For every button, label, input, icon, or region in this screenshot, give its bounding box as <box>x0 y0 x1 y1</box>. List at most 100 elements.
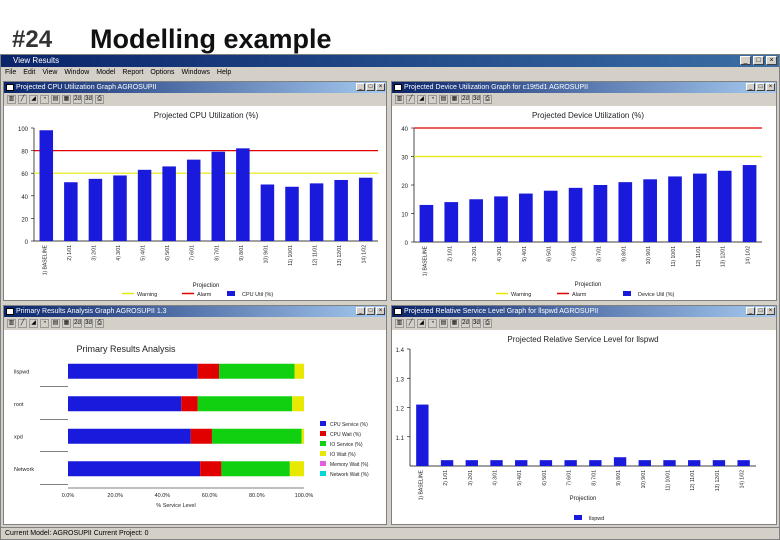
bar-view-icon[interactable]: ▥ <box>7 95 16 104</box>
pane-toolbar: ▥ ╱ ◢ ◔ ▤ ▦ 2d 3d ⎙ <box>392 93 776 106</box>
pane-title: Projected Device Utilization Graph for c… <box>404 84 589 91</box>
line-view-icon[interactable]: ╱ <box>18 319 27 328</box>
menu-item-model[interactable]: Model <box>96 69 116 76</box>
3d-icon[interactable]: 3d <box>84 95 93 104</box>
bar <box>693 173 707 242</box>
bar <box>309 183 324 241</box>
menu-item-options[interactable]: Options <box>150 69 175 76</box>
bar-segment <box>211 428 302 444</box>
pie-view-icon[interactable]: ◔ <box>428 319 437 328</box>
menu-item-windows[interactable]: Windows <box>181 69 210 76</box>
y-tick-label: 20 <box>401 184 408 190</box>
bar-view-icon[interactable]: ▥ <box>395 319 404 328</box>
maximize-icon[interactable]: □ <box>756 307 765 315</box>
close-icon[interactable]: × <box>766 307 775 315</box>
line-view-icon[interactable]: ╱ <box>18 95 27 104</box>
pie-view-icon[interactable]: ◔ <box>428 95 437 104</box>
x-tick-label: 5) 4/01 <box>517 470 523 486</box>
table-view-icon[interactable]: ▦ <box>450 95 459 104</box>
print-icon[interactable]: ⎙ <box>483 95 492 104</box>
x-tick-label: 11) 10/01 <box>671 246 677 267</box>
legend-label: CPU Util (%) <box>242 292 273 298</box>
line-view-icon[interactable]: ╱ <box>406 319 415 328</box>
bar-view-icon[interactable]: ▥ <box>7 319 16 328</box>
x-tick-label: 13) 12/01 <box>337 245 343 266</box>
y-tick-label: llspwd <box>14 369 29 375</box>
bar <box>358 177 373 241</box>
legend-label: IO Service (%) <box>330 442 363 448</box>
minimize-icon[interactable]: _ <box>746 83 755 91</box>
bar <box>737 460 750 466</box>
pane-titlebar: Projected Relative Service Level Graph f… <box>392 306 776 317</box>
menu-item-help[interactable]: Help <box>216 69 232 76</box>
bar <box>444 202 459 242</box>
y-tick-label: 1.3 <box>396 377 405 383</box>
bar <box>64 182 78 241</box>
area-view-icon[interactable]: ◢ <box>417 95 426 104</box>
minimize-icon[interactable]: _ <box>746 307 755 315</box>
pie-view-icon[interactable]: ◔ <box>40 95 49 104</box>
table-view-icon[interactable]: ▦ <box>450 319 459 328</box>
2d-icon[interactable]: 2d <box>461 95 470 104</box>
3d-icon[interactable]: 3d <box>84 319 93 328</box>
area-view-icon[interactable]: ◢ <box>417 319 426 328</box>
area-view-icon[interactable]: ◢ <box>29 95 38 104</box>
x-tick-label: 8) 7/01 <box>591 470 597 486</box>
minimize-icon[interactable]: _ <box>356 83 365 91</box>
maximize-icon[interactable]: □ <box>756 83 765 91</box>
3d-icon[interactable]: 3d <box>472 95 481 104</box>
area-view-icon[interactable]: ◢ <box>29 319 38 328</box>
minimize-icon[interactable]: _ <box>740 56 751 65</box>
legend-swatch <box>574 515 582 520</box>
menu-item-window[interactable]: Window <box>64 69 90 76</box>
y-tick-label: 40 <box>401 127 408 133</box>
stack-view-icon[interactable]: ▤ <box>439 95 448 104</box>
legend-swatch <box>320 441 326 446</box>
menu-item-view[interactable]: View <box>42 69 58 76</box>
x-tick-label: 12) 11/01 <box>696 246 702 267</box>
print-icon[interactable]: ⎙ <box>95 319 104 328</box>
menu-item-file[interactable]: File <box>5 69 17 76</box>
x-axis-label: % Service Level <box>156 503 195 509</box>
x-tick-label: 13) 12/01 <box>715 470 721 491</box>
3d-icon[interactable]: 3d <box>472 319 481 328</box>
bar-view-icon[interactable]: ▥ <box>395 95 404 104</box>
table-view-icon[interactable]: ▦ <box>62 319 71 328</box>
x-tick-label: 7) 6/01 <box>572 246 578 262</box>
legend-swatch <box>623 291 631 296</box>
close-icon[interactable]: × <box>766 83 775 91</box>
y-tick-label: xpd <box>14 434 23 440</box>
app-titlebar: View Results _ □ × <box>1 55 779 67</box>
x-tick-label: 2) 1/01 <box>443 470 449 486</box>
2d-icon[interactable]: 2d <box>461 319 470 328</box>
print-icon[interactable]: ⎙ <box>483 319 492 328</box>
line-view-icon[interactable]: ╱ <box>406 95 415 104</box>
2d-icon[interactable]: 2d <box>73 95 82 104</box>
2d-icon[interactable]: 2d <box>73 319 82 328</box>
stack-view-icon[interactable]: ▤ <box>51 319 60 328</box>
table-view-icon[interactable]: ▦ <box>62 95 71 104</box>
maximize-icon[interactable]: □ <box>366 83 375 91</box>
close-icon[interactable]: × <box>376 83 385 91</box>
close-icon[interactable]: × <box>766 56 777 65</box>
bar <box>113 175 127 241</box>
y-tick-label: 0 <box>25 240 29 246</box>
chart-window-icon <box>6 84 14 91</box>
bar <box>211 151 226 241</box>
bar <box>260 184 275 241</box>
print-icon[interactable]: ⎙ <box>95 95 104 104</box>
stack-view-icon[interactable]: ▤ <box>51 95 60 104</box>
pie-view-icon[interactable]: ◔ <box>40 319 49 328</box>
close-icon[interactable]: × <box>376 307 385 315</box>
bar <box>440 460 454 466</box>
menu-item-report[interactable]: Report <box>122 69 144 76</box>
maximize-icon[interactable]: □ <box>753 56 764 65</box>
maximize-icon[interactable]: □ <box>366 307 375 315</box>
x-tick-label: 3) 2/01 <box>91 245 97 261</box>
bar <box>137 169 152 241</box>
minimize-icon[interactable]: _ <box>356 307 365 315</box>
y-tick-label: 80 <box>21 150 28 156</box>
menu-item-edit[interactable]: Edit <box>23 69 36 76</box>
stack-view-icon[interactable]: ▤ <box>439 319 448 328</box>
pane-title: Projected CPU Utilization Graph AGROSUPI… <box>16 84 157 91</box>
